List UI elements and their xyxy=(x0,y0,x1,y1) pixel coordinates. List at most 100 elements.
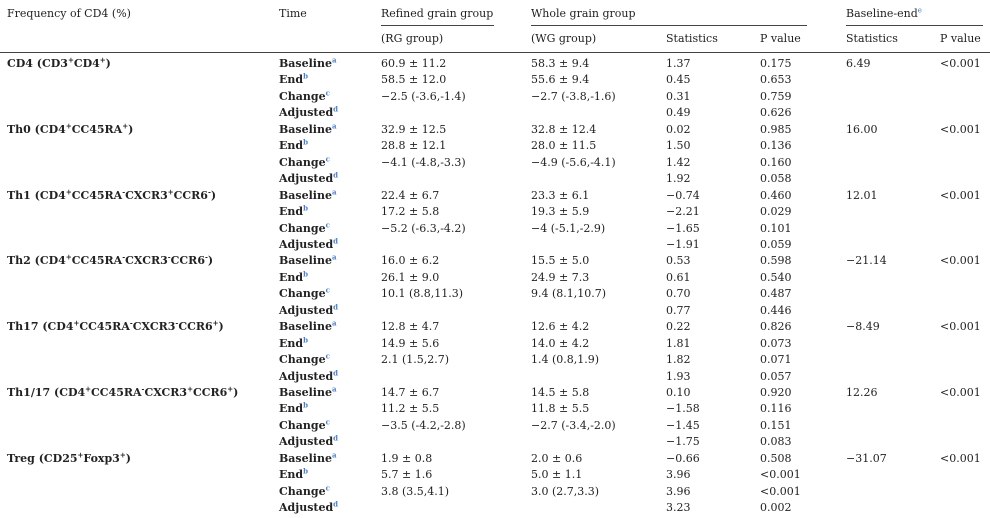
p-value: 0.598 xyxy=(760,254,792,268)
baseline-end-statistic: 6.49 xyxy=(846,57,871,70)
header-p2: P value xyxy=(940,32,981,45)
statistic-value: 0.61 xyxy=(666,270,691,284)
cell-type-label-part: CCR6 xyxy=(173,188,208,202)
statistic-value: −0.74 xyxy=(666,188,700,202)
wg-value: 19.3 ± 5.9 xyxy=(531,205,590,219)
statistic-value: −2.21 xyxy=(666,205,700,219)
cell-type-label-part: - xyxy=(129,318,133,328)
cell-type-label: CD4 (CD3+CD4+) xyxy=(7,56,111,72)
cell-type-label-part: CXCR3 xyxy=(144,386,188,399)
p-value: 0.446 xyxy=(760,303,792,317)
p-value: 0.058 xyxy=(760,172,792,186)
cell-type-label-part: + xyxy=(65,121,72,131)
time-label-footnote: c xyxy=(325,483,330,493)
wg-value: 23.3 ± 6.1 xyxy=(531,188,590,202)
rg-value: 12.8 ± 4.7 xyxy=(381,320,440,334)
baseline-end-statistic: −8.49 xyxy=(846,320,880,334)
cell-type-label-part: + xyxy=(119,450,126,460)
time-label-footnote: b xyxy=(303,137,308,147)
time-label: Baselinea xyxy=(279,122,337,138)
p-value: 0.002 xyxy=(760,501,792,515)
wg-value: 32.8 ± 12.4 xyxy=(531,122,597,136)
time-label-text: Change xyxy=(279,155,326,169)
time-label-text: End xyxy=(279,73,304,87)
time-label-footnote: b xyxy=(303,203,308,213)
header-wg-sub: (WG group) xyxy=(531,32,597,45)
cell-type-label-part: CXCR3 xyxy=(125,254,168,268)
time-label: Adjustedd xyxy=(279,105,338,121)
rg-value: −2.5 (-3.6,-1.4) xyxy=(381,89,466,103)
time-label-footnote: c xyxy=(325,351,330,361)
statistic-value: 1.93 xyxy=(666,369,691,383)
time-label: Adjustedd xyxy=(279,434,338,450)
cell-type-label-part: CC45RA xyxy=(91,386,142,399)
time-label: Baselinea xyxy=(279,451,337,467)
time-label-footnote: d xyxy=(333,236,339,246)
time-label-footnote: b xyxy=(303,334,308,344)
p-value: 0.083 xyxy=(760,435,792,449)
cell-type-label-part: Foxp3 xyxy=(83,451,120,465)
time-label: Changec xyxy=(279,89,330,105)
time-label: Adjustedd xyxy=(279,500,338,516)
time-label: Baselinea xyxy=(279,253,337,269)
time-label-text: Adjusted xyxy=(279,172,334,186)
time-label-text: End xyxy=(279,468,304,482)
rg-value: 10.1 (8.8,11.3) xyxy=(381,287,464,301)
rg-value: 26.1 ± 9.0 xyxy=(381,270,440,284)
wg-value: 2.0 ± 0.6 xyxy=(531,451,583,465)
rule-baseline-end xyxy=(846,25,983,26)
wg-value: 28.0 ± 11.5 xyxy=(531,139,597,153)
time-label-text: Baseline xyxy=(279,451,332,465)
header-rg-sub: (RG group) xyxy=(381,32,444,45)
baseline-end-statistic: 12.01 xyxy=(846,188,878,202)
statistic-value: −1.75 xyxy=(666,435,700,449)
cell-type-label-part: CXCR3 xyxy=(125,188,168,202)
time-label-footnote: a xyxy=(331,318,337,328)
p-value: 0.175 xyxy=(760,57,792,70)
cell-type-label-part: + xyxy=(67,55,74,65)
time-label-text: End xyxy=(279,139,304,153)
time-label-footnote: a xyxy=(331,450,337,460)
time-label: Baselinea xyxy=(279,188,337,204)
wg-value: 11.8 ± 5.5 xyxy=(531,402,590,416)
p-value: <0.001 xyxy=(760,468,801,482)
wg-value: 14.0 ± 4.2 xyxy=(531,336,590,350)
header-frequency: Frequency of CD4 (%) xyxy=(7,7,131,20)
cell-type-label-part: - xyxy=(122,186,126,196)
cell-type-label-part: ) xyxy=(233,386,239,399)
wg-value: 12.6 ± 4.2 xyxy=(531,320,590,334)
header-p: P value xyxy=(760,32,801,45)
time-label-footnote: d xyxy=(333,499,339,509)
p-value: 0.136 xyxy=(760,139,792,153)
statistic-value: 0.53 xyxy=(666,254,691,268)
p-value: 0.101 xyxy=(760,221,792,235)
time-label-text: Adjusted xyxy=(279,369,334,383)
time-label-text: Adjusted xyxy=(279,501,334,515)
time-label-footnote: a xyxy=(331,252,337,262)
time-label-text: Change xyxy=(279,221,326,235)
cell-type-label-part: - xyxy=(167,252,171,262)
wg-value: 15.5 ± 5.0 xyxy=(531,254,590,268)
rg-value: 14.9 ± 5.6 xyxy=(381,336,440,350)
time-label-text: Baseline xyxy=(279,254,332,268)
cell-type-label: Th0 (CD4+CC45RA+) xyxy=(7,122,133,138)
time-label-footnote: b xyxy=(303,269,308,279)
time-label-footnote: c xyxy=(325,417,330,427)
time-label: Adjustedd xyxy=(279,171,338,187)
time-label: Baselinea xyxy=(279,319,337,335)
time-label-text: Change xyxy=(279,418,326,432)
time-label: Baselinea xyxy=(279,385,337,401)
time-label-footnote: d xyxy=(333,104,339,114)
wg-value: 5.0 ± 1.1 xyxy=(531,468,583,482)
time-label-text: Adjusted xyxy=(279,435,334,449)
cell-type-label-part: ) xyxy=(207,254,214,268)
time-label-text: Change xyxy=(279,353,326,367)
cell-type-label: Th1 (CD4+CC45RA-CXCR3+CCR6-) xyxy=(7,188,216,204)
statistic-value: 0.70 xyxy=(666,287,691,301)
time-label: Endb xyxy=(279,138,308,154)
cell-type-label-part: CC45RA xyxy=(71,254,123,268)
time-label: Baselinea xyxy=(279,56,337,72)
time-label-text: End xyxy=(279,270,304,284)
header-rg: Refined grain group xyxy=(381,7,494,20)
rg-value: 17.2 ± 5.8 xyxy=(381,205,440,219)
